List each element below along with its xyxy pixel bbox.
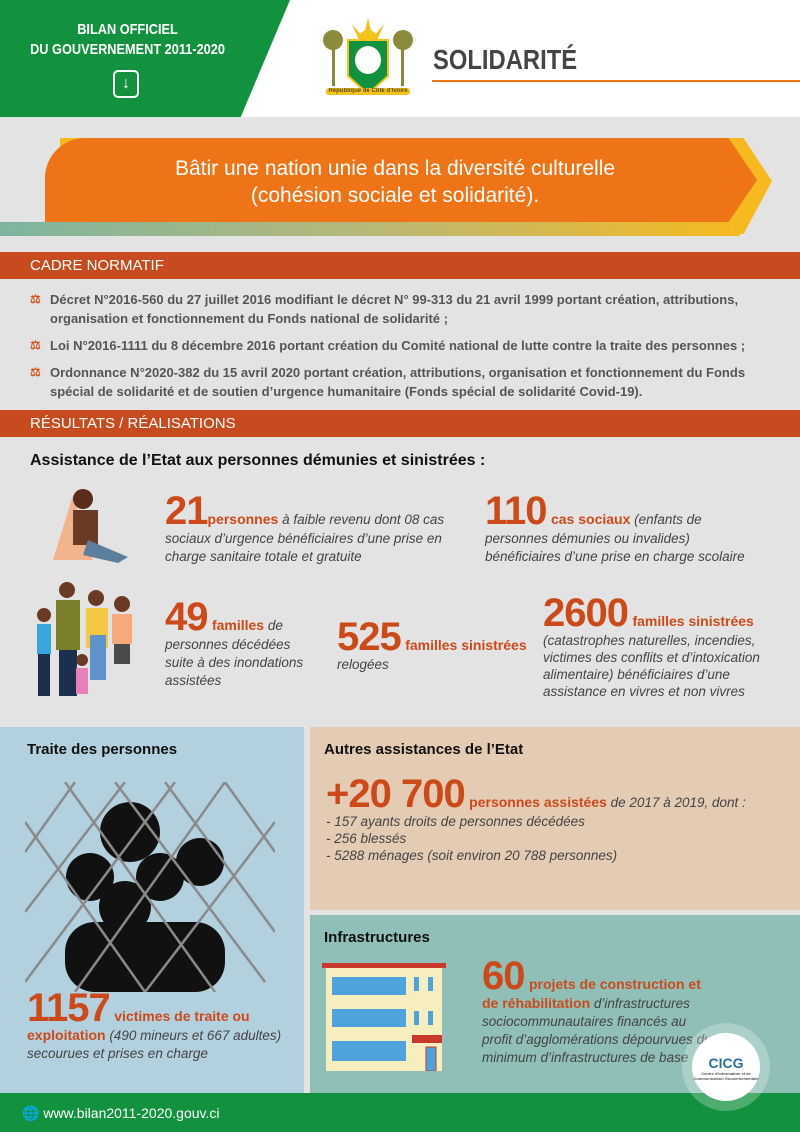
stat-number: 1157: [27, 986, 111, 1030]
crest-ribbon-text: République de Côte d'Ivoire: [326, 88, 410, 95]
autres-item: - 157 ayants droits de personnes décédée…: [326, 814, 585, 829]
stat-highlight: personnes assistées: [469, 794, 607, 810]
gradient-strip: [0, 222, 740, 236]
stat-110: 110 cas sociaux (enfants de personnes dé…: [485, 489, 765, 566]
cicg-logo-text: CICG: [708, 1055, 744, 1071]
cadre-item-text: Décret N°2016-560 du 27 juillet 2016 mod…: [50, 292, 739, 326]
cadre-item-text: Ordonnance N°2020-382 du 15 avril 2020 p…: [50, 365, 746, 399]
stat-text: de personnes décédées suite à des inonda…: [165, 618, 304, 688]
cicg-logo: CICG Centre d'Information et de Communica…: [692, 1033, 760, 1101]
fence-people-illustration: [25, 782, 275, 992]
stat-highlight: cas sociaux: [550, 511, 631, 527]
download-icon[interactable]: ↓: [113, 70, 139, 98]
stat-49: 49 familles de personnes décédées suite …: [165, 595, 315, 690]
stat-text: relogées: [337, 657, 389, 672]
stat-text: (enfants de personnes démunies ou invali…: [485, 512, 745, 564]
panel-autres: Autres assistances de l’Etat +20 700 per…: [310, 727, 800, 910]
page-title: SOLIDARITÉ: [433, 44, 578, 75]
stat-20700: +20 700 personnes assistées de 2017 à 20…: [326, 772, 786, 864]
cadre-list: ⚖ Décret N°2016-560 du 27 juillet 2016 mo…: [30, 290, 790, 409]
stat-number: +20 700: [326, 772, 466, 816]
stat-text: à faible revenu dont 08 cas sociaux d’ur…: [165, 512, 445, 564]
section-cadre-normatif: CADRE NORMATIF: [0, 252, 800, 279]
stat-60: 60 projets de construction et de réhabil…: [482, 954, 712, 1067]
gavel-icon: ⚖: [30, 365, 41, 379]
stat-number: 60: [482, 954, 525, 998]
assistance-heading: Assistance de l’Etat aux personnes démun…: [30, 452, 486, 469]
traite-heading: Traite des personnes: [27, 741, 178, 758]
stat-text: (490 mineurs et 667 adultes) secourues e…: [27, 1028, 282, 1061]
stat-text: d’infrastructures sociocommunautaires fi…: [482, 996, 712, 1065]
stat-number: 49: [165, 595, 208, 639]
stat-highlight: familles sinistrées: [632, 613, 754, 629]
stat-number: 21: [165, 489, 208, 533]
cadre-item: ⚖ Décret N°2016-560 du 27 juillet 2016 mo…: [30, 290, 790, 328]
series-title: BILAN OFFICIEL DU GOUVERNEMENT 2011-2020: [19, 20, 236, 60]
stat-text: (catastrophes naturelles, incendies, vic…: [543, 633, 760, 699]
globe-icon: 🌐: [22, 1105, 40, 1121]
sitting-woman-illustration: [53, 489, 128, 563]
building-illustration: [322, 963, 446, 1071]
stat-highlight: familles: [211, 617, 265, 633]
banner-line1: Bâtir une nation unie dans la diversité …: [174, 157, 616, 180]
section-resultats: RÉSULTATS / RÉALISATIONS: [0, 410, 800, 437]
cadre-item: ⚖ Loi N°2016-1111 du 8 décembre 2016 port…: [30, 336, 790, 355]
autres-item: - 256 blessés: [326, 831, 407, 846]
banner-text: Bâtir une nation unie dans la diversité …: [45, 155, 745, 209]
stat-highlight: projets de construction et de réhabilita…: [482, 976, 701, 1011]
autres-item: - 5288 ménages (soit environ 20 788 pers…: [326, 848, 618, 863]
stat-number: 110: [485, 489, 548, 533]
stat-525: 525 familles sinistrées relogées: [337, 615, 527, 673]
family-illustration: [37, 582, 132, 696]
series-tab: [0, 0, 290, 117]
footer-url[interactable]: www.bilan2011-2020.gouv.ci: [43, 1105, 220, 1121]
stat-text: de 2017 à 2019, dont :: [606, 795, 746, 810]
stat-number: 525: [337, 615, 402, 659]
cadre-item-text: Loi N°2016-1111 du 8 décembre 2016 porta…: [50, 338, 746, 353]
stat-highlight: victimes de traite ou exploitation: [27, 1008, 250, 1043]
stat-2600: 2600 familles sinistrées (catastrophes na…: [543, 591, 783, 700]
cicg-logo-subtitle: Centre d'Information et de Communication…: [693, 1071, 759, 1081]
banner: [45, 138, 757, 222]
stat-number: 2600: [543, 591, 629, 635]
autres-heading: Autres assistances de l’Etat: [324, 741, 524, 758]
stat-highlight: familles sinistrées: [405, 637, 527, 653]
gavel-icon: ⚖: [30, 292, 41, 306]
coat-of-arms-logo: [323, 18, 413, 96]
footer: 🌐 www.bilan2011-2020.gouv.ci: [0, 1093, 800, 1132]
gavel-icon: ⚖: [30, 338, 41, 352]
infra-heading: Infrastructures: [324, 929, 430, 946]
stat-highlight: personnes: [207, 511, 279, 527]
stat-21: 21personnes à faible revenu dont 08 cas …: [165, 489, 445, 566]
series-line1: BILAN OFFICIEL: [77, 21, 178, 38]
series-line2: DU GOUVERNEMENT 2011-2020: [30, 41, 225, 58]
title-underline: [432, 80, 800, 82]
banner-line2: (cohésion sociale et solidarité).: [250, 184, 540, 207]
cadre-item: ⚖ Ordonnance N°2020-382 du 15 avril 2020 …: [30, 363, 790, 401]
panel-traite: Traite des personnes 1157 victimes de tr…: [0, 727, 304, 1093]
stat-1157: 1157 victimes de traite ou exploitation …: [27, 986, 297, 1063]
